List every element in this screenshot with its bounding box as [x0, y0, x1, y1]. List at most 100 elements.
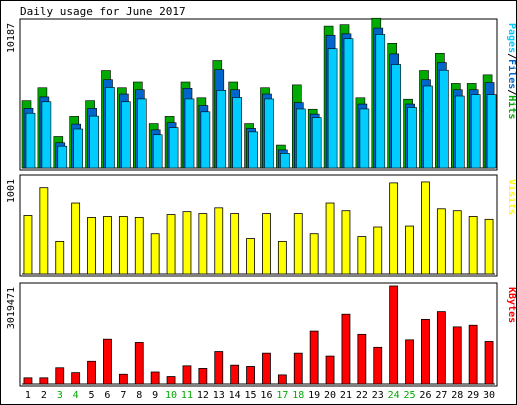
day-label-4: 4	[73, 390, 79, 401]
bar-visits-day-29	[468, 216, 478, 275]
bar-visits-day-27	[436, 208, 446, 275]
day-label-15: 15	[245, 390, 257, 401]
bar-visits-day-11	[182, 211, 192, 275]
bar-pages-day-6	[105, 87, 115, 169]
bar-pages-day-4	[73, 128, 83, 169]
bar-pages-day-1	[25, 112, 36, 169]
legend-entry: Hits	[506, 95, 517, 119]
bar-visits-day-28	[452, 210, 462, 275]
bar-visits-day-15	[246, 238, 255, 275]
bar-visits-day-6	[103, 216, 112, 275]
bar-visits-day-5	[87, 217, 96, 275]
day-label-29: 29	[467, 390, 479, 401]
bar-pages-day-20	[327, 48, 338, 169]
bars-hits-files-pages	[21, 17, 497, 169]
bar-kbytes-day-22	[357, 333, 367, 385]
bar-pages-day-29	[470, 94, 481, 169]
legend-entry: /	[506, 89, 517, 95]
bar-kbytes-day-2	[39, 377, 49, 385]
day-label-6: 6	[104, 390, 110, 401]
day-label-28: 28	[451, 390, 463, 401]
bar-pages-day-28	[454, 95, 465, 169]
bar-kbytes-day-3	[55, 367, 65, 385]
day-label-1: 1	[25, 390, 31, 401]
bar-kbytes-day-7	[118, 373, 128, 385]
bar-kbytes-day-14	[230, 364, 240, 385]
bar-pages-day-22	[359, 108, 370, 169]
bar-visits-day-22	[357, 236, 367, 275]
bar-kbytes-day-18	[293, 352, 303, 385]
bar-pages-day-27	[439, 69, 449, 169]
bar-kbytes-day-1	[23, 377, 33, 385]
legend-entry: Visits	[506, 179, 517, 215]
day-label-19: 19	[308, 390, 320, 401]
day-label-25: 25	[404, 390, 416, 401]
day-label-12: 12	[197, 390, 209, 401]
bar-kbytes-day-24	[389, 285, 399, 385]
bar-kbytes-day-8	[134, 342, 144, 385]
bar-kbytes-day-26	[421, 319, 430, 385]
day-label-27: 27	[435, 390, 447, 401]
day-label-17: 17	[276, 390, 288, 401]
bar-kbytes-day-21	[341, 313, 351, 385]
day-label-18: 18	[292, 390, 304, 401]
bar-visits-day-13	[214, 207, 224, 275]
bars-visits	[23, 181, 494, 275]
bar-visits-day-18	[293, 213, 303, 275]
bar-pages-day-10	[168, 127, 179, 169]
day-label-30: 30	[483, 390, 495, 401]
bar-kbytes-day-27	[436, 311, 446, 385]
bar-kbytes-day-25	[405, 339, 414, 385]
bar-kbytes-day-6	[103, 338, 112, 385]
chart-title: Daily usage for June 2017	[20, 5, 186, 18]
legend-entry: Pages	[506, 23, 517, 53]
day-label-13: 13	[213, 390, 225, 401]
bar-visits-day-3	[55, 240, 65, 275]
bar-kbytes-day-4	[71, 372, 81, 385]
bar-pages-day-5	[89, 115, 99, 169]
bar-visits-day-10	[166, 214, 176, 275]
bar-visits-day-7	[118, 216, 128, 275]
day-label-3: 3	[57, 390, 63, 401]
bar-kbytes-day-23	[373, 346, 383, 385]
day-label-9: 9	[152, 390, 158, 401]
panel-visits: 1001 Visits	[6, 174, 517, 277]
bar-pages-day-30	[486, 94, 497, 169]
panel-legend: Visits	[506, 179, 517, 215]
bar-kbytes-day-13	[214, 351, 224, 385]
day-label-26: 26	[419, 390, 431, 401]
bar-pages-day-7	[121, 101, 131, 169]
bar-pages-day-13	[216, 90, 227, 169]
bar-visits-day-30	[484, 218, 494, 275]
bar-pages-day-17	[280, 153, 290, 169]
day-label-10: 10	[165, 390, 177, 401]
day-label-22: 22	[356, 390, 368, 401]
bar-pages-day-12	[200, 111, 211, 169]
panel-legend: Pages/Files/Hits	[506, 23, 517, 119]
bar-visits-day-19	[309, 233, 319, 275]
bar-visits-day-12	[198, 213, 208, 275]
bar-pages-day-16	[264, 98, 274, 169]
legend-entry: Files	[506, 59, 517, 89]
bar-pages-day-15	[248, 131, 258, 169]
bar-kbytes-day-15	[246, 366, 255, 385]
bar-pages-day-3	[57, 145, 68, 169]
bar-visits-day-1	[23, 215, 33, 275]
day-label-11: 11	[181, 390, 193, 401]
bar-visits-day-9	[150, 233, 160, 275]
x-axis-day-labels: 1 2 3 4 5 6 7 8 9 10 11 12 13 14 15 16 17 18 19 20 21 22 23 24 2…	[25, 390, 495, 401]
day-label-24: 24	[388, 390, 400, 401]
bar-visits-day-24	[389, 182, 399, 275]
panel-kbytes: 3019471 KBytes	[6, 282, 517, 387]
legend-entry: KBytes	[506, 287, 517, 323]
bar-pages-day-11	[184, 98, 195, 169]
bar-kbytes-day-29	[468, 324, 478, 385]
bar-pages-day-24	[391, 64, 402, 169]
bar-kbytes-day-30	[484, 341, 494, 385]
bar-pages-day-21	[343, 38, 354, 169]
bar-kbytes-day-17	[277, 374, 287, 385]
bar-pages-day-2	[41, 101, 52, 169]
panel-legend: KBytes	[506, 287, 517, 323]
